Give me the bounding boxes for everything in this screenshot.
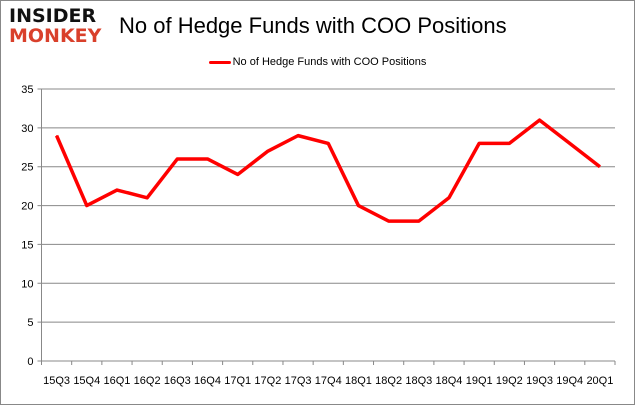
x-tick-label: 15Q4	[73, 375, 100, 387]
data-point	[207, 158, 209, 160]
y-tick-label: 10	[21, 278, 33, 290]
x-tick-label: 19Q4	[556, 375, 583, 387]
x-tick-label: 19Q3	[526, 375, 553, 387]
y-tick-label: 35	[21, 84, 33, 96]
data-point	[116, 189, 118, 191]
legend: No of Hedge Funds with COO Positions	[1, 56, 634, 68]
x-tick-label: 18Q4	[436, 375, 463, 387]
legend-label: No of Hedge Funds with COO Positions	[232, 56, 427, 68]
x-tick-label: 19Q2	[496, 375, 523, 387]
x-tick-label: 17Q3	[285, 375, 312, 387]
data-point	[539, 119, 541, 121]
y-tick-label: 15	[21, 239, 33, 251]
data-point	[508, 142, 510, 144]
data-point	[569, 142, 571, 144]
x-tick-label: 17Q4	[315, 375, 342, 387]
x-tick-label: 16Q2	[134, 375, 161, 387]
y-tick-label: 30	[21, 123, 33, 135]
data-point	[357, 205, 359, 207]
data-point	[237, 173, 239, 175]
insider-monkey-logo: INSIDER MONKEY	[9, 5, 102, 47]
x-tick-label: 20Q1	[586, 375, 613, 387]
x-tick-label: 16Q4	[194, 375, 221, 387]
chart-title: No of Hedge Funds with COO Positions	[119, 13, 507, 38]
x-tick-label: 17Q2	[254, 375, 281, 387]
data-point	[478, 142, 480, 144]
data-point	[297, 135, 299, 137]
x-tick-label: 17Q1	[224, 375, 251, 387]
y-tick-label: 25	[21, 162, 33, 174]
x-tick-label: 19Q1	[466, 375, 493, 387]
data-point	[267, 150, 269, 152]
x-tick-label: 16Q1	[103, 375, 130, 387]
data-point	[146, 197, 148, 199]
x-tick-label: 18Q1	[345, 375, 372, 387]
logo-line2: MONKEY	[9, 25, 102, 47]
data-point	[388, 220, 390, 222]
y-tick-label: 0	[27, 356, 33, 368]
y-tick-label: 5	[27, 317, 33, 329]
x-tick-label: 18Q3	[405, 375, 432, 387]
x-tick-label: 16Q3	[164, 375, 191, 387]
y-tick-label: 20	[21, 201, 33, 213]
logo-line1: INSIDER	[9, 5, 97, 27]
x-tick-label: 15Q3	[43, 375, 70, 387]
data-point	[418, 220, 420, 222]
data-point	[327, 142, 329, 144]
data-point	[448, 197, 450, 199]
data-point	[176, 158, 178, 160]
data-point	[86, 205, 88, 207]
x-tick-label: 18Q2	[375, 375, 402, 387]
legend-swatch	[208, 60, 231, 64]
data-point	[56, 135, 58, 137]
data-point	[599, 166, 601, 168]
